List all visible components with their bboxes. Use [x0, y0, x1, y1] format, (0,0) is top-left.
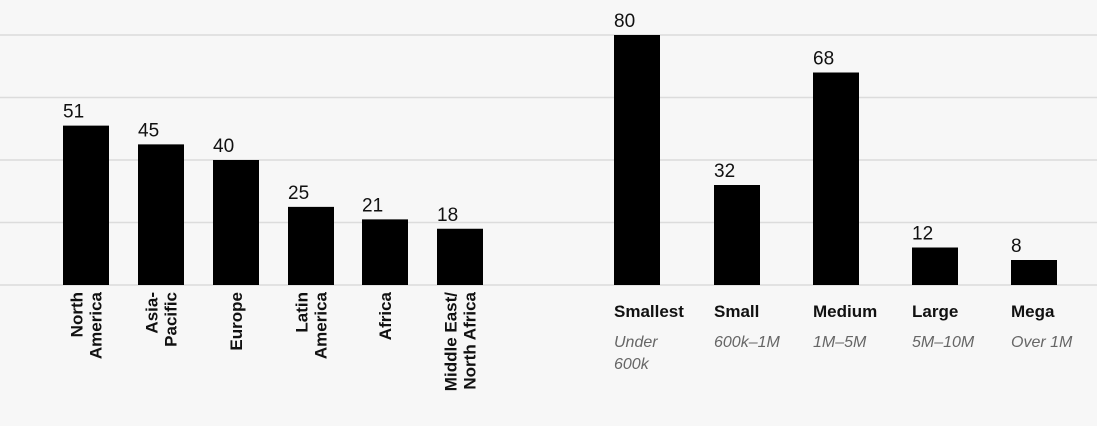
bar [288, 206, 334, 285]
bar [362, 219, 408, 285]
category-label: America [87, 291, 106, 359]
category-label: Africa [376, 291, 395, 340]
category-label: North Africa [461, 291, 480, 389]
category-label: America [312, 291, 331, 359]
category-sublabel: 1M–5M [813, 334, 867, 351]
category-label: Pacific [162, 292, 181, 347]
category-label: Smallest [614, 302, 684, 321]
data-label: 80 [614, 11, 635, 32]
bar [63, 125, 109, 285]
category-label: Small [714, 302, 759, 321]
category-label: North [68, 292, 87, 337]
category-sublabel: Over 1M [1011, 334, 1073, 351]
bar [614, 35, 660, 285]
category-label: Europe [227, 292, 246, 351]
category-sublabel: 600k–1M [714, 334, 780, 351]
data-label: 32 [714, 161, 735, 182]
category-sublabel: 600k [614, 356, 650, 373]
category-sublabel: 5M–10M [912, 334, 975, 351]
bar [912, 247, 958, 285]
bar [213, 160, 259, 285]
size-chart: 80 Smallest Under 600k 32 Small 600k–1M 68 Mediu… [614, 11, 1073, 373]
data-label: 68 [813, 49, 834, 70]
bar [138, 144, 184, 285]
data-label: 45 [138, 120, 159, 141]
bar [714, 185, 760, 285]
data-label: 8 [1011, 236, 1022, 257]
category-label: Latin [293, 292, 312, 333]
category-label: Medium [813, 302, 877, 321]
bar [813, 72, 859, 285]
category-label: Middle East/ [442, 292, 461, 391]
data-label: 40 [213, 136, 234, 157]
bar [437, 228, 483, 285]
category-sublabel: Under [614, 334, 658, 351]
data-label: 25 [288, 183, 309, 204]
data-label: 12 [912, 224, 933, 245]
data-label: 51 [63, 102, 84, 123]
category-label: Asia- [143, 292, 162, 334]
data-label: 21 [362, 195, 383, 216]
data-label: 18 [437, 205, 458, 226]
category-label: Large [912, 302, 958, 321]
category-label: Mega [1011, 302, 1055, 321]
bar [1011, 260, 1057, 285]
